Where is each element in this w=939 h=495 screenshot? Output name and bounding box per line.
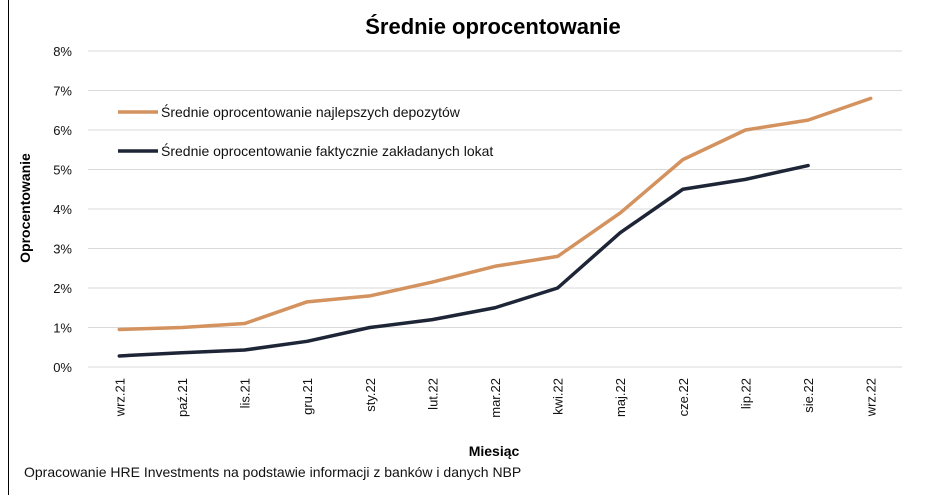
data-point	[430, 318, 434, 322]
x-tick-label: lut.22	[425, 378, 440, 410]
data-point	[305, 300, 309, 304]
x-tick-label: maj.22	[613, 378, 628, 417]
y-tick-label: 8%	[53, 44, 72, 59]
gridlines	[88, 50, 902, 368]
data-point	[618, 211, 622, 215]
series-line-2	[117, 163, 810, 358]
y-tick-label: 1%	[53, 321, 72, 336]
data-point	[430, 280, 434, 284]
x-tick-label: cze.22	[676, 378, 691, 416]
x-tick-label: sie.22	[801, 378, 816, 413]
data-point	[368, 294, 372, 298]
data-point	[243, 348, 247, 352]
data-point	[869, 96, 873, 100]
data-point	[806, 118, 810, 122]
x-tick-label: wrz.21	[112, 378, 127, 417]
x-tick-label: sty.22	[363, 378, 378, 412]
data-point	[368, 326, 372, 329]
y-tick-label: 2%	[53, 281, 72, 296]
y-axis-title: Oprocentowanie	[17, 153, 33, 263]
y-tick-label: 6%	[53, 123, 72, 138]
data-point	[556, 254, 560, 258]
data-point	[180, 326, 184, 329]
legend-label: Średnie oprocentowanie najlepszych depoz…	[161, 103, 461, 120]
x-tick-label: mar.22	[488, 378, 503, 418]
legend-label: Średnie oprocentowanie faktycznie zakład…	[161, 142, 493, 159]
data-point	[806, 164, 810, 168]
x-tick-label: lip.22	[738, 378, 753, 409]
x-tick-label: lis.21	[238, 378, 253, 408]
chart-title: Średnie oprocentowanie	[365, 14, 621, 39]
legend: Średnie oprocentowanie najlepszych depoz…	[118, 103, 493, 159]
x-axis-title: Miesiąc	[469, 443, 520, 459]
data-point	[681, 158, 685, 162]
left-border-line	[8, 0, 9, 495]
y-tick-label: 3%	[53, 242, 72, 257]
data-point	[618, 231, 622, 235]
series-lines	[117, 96, 873, 358]
y-tick-label: 4%	[53, 202, 72, 217]
data-point	[493, 264, 497, 268]
data-point	[180, 351, 184, 355]
x-tick-labels: wrz.21 paź.21 lis.21 gru.21 sty.22 lut.22 mar.…	[112, 378, 878, 418]
x-tick-label: gru.21	[300, 378, 315, 415]
series-line-1	[117, 96, 873, 332]
data-point	[493, 306, 497, 310]
data-point	[556, 286, 560, 290]
y-tick-label: 7%	[53, 84, 72, 99]
data-point	[681, 187, 685, 191]
x-tick-label: kwi.22	[551, 378, 566, 415]
data-point	[117, 354, 121, 358]
y-tick-label: 0%	[53, 360, 72, 375]
y-tick-label: 5%	[53, 163, 72, 178]
data-point	[743, 128, 747, 132]
y-tick-labels: 0% 1% 2% 3% 4% 5% 6% 7% 8%	[53, 44, 72, 375]
data-point	[743, 177, 747, 181]
data-point	[243, 322, 247, 326]
source-note: Opracowanie HRE Investments na podstawie…	[24, 464, 522, 480]
data-point	[117, 327, 121, 331]
x-tick-label: wrz.22	[864, 378, 879, 417]
x-tick-label: paź.21	[175, 378, 190, 417]
data-point	[305, 339, 309, 343]
